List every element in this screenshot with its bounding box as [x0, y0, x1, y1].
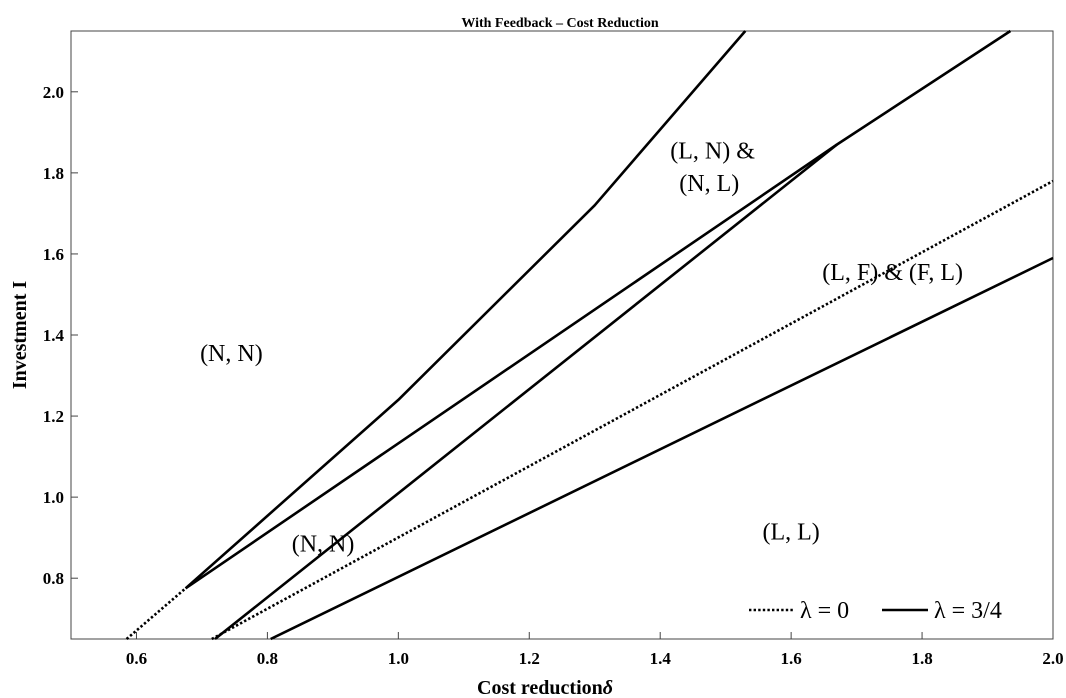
y-tick-label: 0.8 — [43, 569, 64, 588]
x-axis-label: Cost reduction — [477, 677, 603, 698]
y-tick-label: 2.0 — [43, 83, 64, 102]
x-tick-label: 1.8 — [911, 649, 932, 668]
chart-title: With Feedback – Cost Reduction — [461, 16, 659, 31]
series-line-lambda-3-4 — [184, 29, 1012, 590]
x-tick-label: 0.8 — [257, 649, 278, 668]
region-label-lf-fl: (L, F) & (F, L) — [822, 260, 963, 286]
series-line-lambda-3-4 — [270, 256, 1054, 641]
series-line-lambda-3-4 — [214, 143, 838, 641]
region-label-nn-left: (N, N) — [200, 341, 263, 367]
x-tick-label: 2.0 — [1042, 649, 1063, 668]
legend-label-lambda-0: λ = 0 — [800, 598, 849, 624]
annotation-layer: (N, N) (N, N) (L, N) & (N, L) (L, F) & (F, L… — [200, 139, 963, 558]
x-axis-ticks: 0.6 0.8 1.0 1.2 1.4 1.6 1.8 2.0 — [126, 632, 1064, 668]
y-tick-label: 1.2 — [43, 407, 64, 426]
legend: λ = 0 λ = 3/4 — [749, 598, 1002, 624]
y-axis-title: Investment I — [9, 281, 31, 390]
x-axis-title: Cost reductionδ — [477, 677, 613, 698]
region-label-nn-center: (N, N) — [292, 532, 355, 558]
x-tick-label: 0.6 — [126, 649, 147, 668]
x-tick-label: 1.6 — [781, 649, 802, 668]
region-label-ll: (L, L) — [762, 520, 819, 546]
series-layer — [125, 29, 1054, 641]
x-tick-label: 1.4 — [650, 649, 672, 668]
region-label-ln-nl-line1: (L, N) & — [670, 139, 755, 165]
y-tick-label: 1.8 — [43, 164, 64, 183]
plot-frame — [70, 30, 1054, 640]
x-tick-label: 1.2 — [519, 649, 540, 668]
series-line-lambda-3-4 — [184, 30, 747, 590]
region-label-ln-nl-line2: (N, L) — [679, 171, 739, 197]
series-line-lambda-0 — [211, 179, 1054, 641]
y-tick-label: 1.6 — [43, 245, 64, 264]
y-tick-label: 1.0 — [43, 488, 64, 507]
x-axis-symbol: δ — [603, 677, 613, 698]
series-line-lambda-0 — [125, 587, 187, 640]
y-axis-ticks: 0.8 1.0 1.2 1.4 1.6 1.8 2.0 — [43, 83, 78, 588]
legend-label-lambda-3-4: λ = 3/4 — [934, 598, 1002, 624]
x-tick-label: 1.0 — [388, 649, 409, 668]
y-tick-label: 1.4 — [43, 326, 65, 345]
